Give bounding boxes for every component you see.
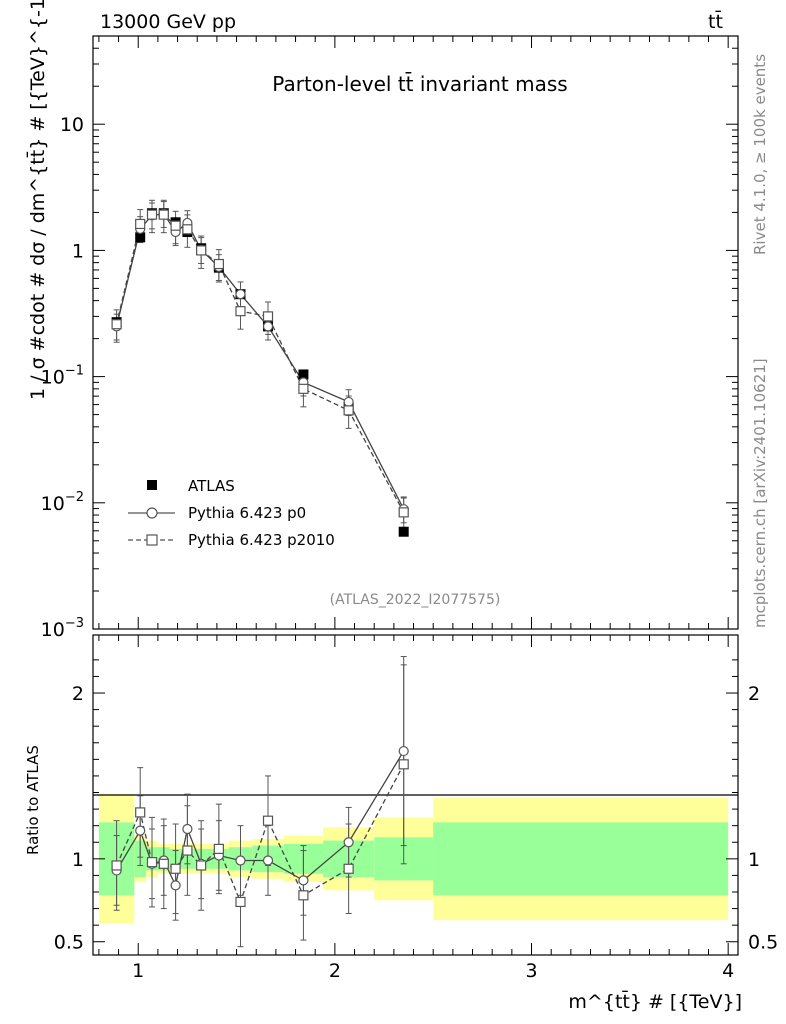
atlas-point	[398, 526, 409, 537]
p0-point	[235, 289, 246, 300]
ratio-tick-label-right: 0.5	[748, 932, 778, 954]
rivet-label: Rivet 4.1.0, ≥ 100k events	[751, 54, 769, 255]
legend-marker-p0	[146, 507, 158, 519]
x-axis-label: m^{tt̄} # [{TeV}]	[568, 989, 742, 1013]
p2010-point	[111, 319, 122, 330]
chart-title: Parton-level tt̄ invariant mass	[272, 71, 567, 96]
process-label: tt̄	[708, 9, 723, 33]
p2010-point	[235, 306, 246, 317]
legend-label-p0: Pythia 6.423 p0	[188, 504, 306, 522]
ratio-tick-label-right: 2	[748, 683, 760, 705]
x-tick-label: 3	[525, 960, 537, 982]
legend-label-atlas: ATLAS	[188, 477, 235, 495]
ratio-tick-label: 1	[72, 849, 84, 871]
y-axis-label: 1 / σ #cdot # dσ / dm^{tt̄} # [{TeV}^{-1…	[25, 0, 49, 400]
p2010-point	[213, 258, 224, 270]
ratio-p2010-point	[398, 759, 409, 770]
band-green	[433, 822, 729, 896]
ratio-p2010-point	[111, 860, 122, 871]
p2010-point	[262, 311, 274, 322]
ratio-p0-point	[298, 875, 309, 886]
p2010-point	[398, 507, 409, 518]
y-tick-label: 10	[60, 114, 84, 136]
main-series-layer	[111, 199, 409, 537]
main-panel-frame	[92, 35, 739, 630]
ratio-axis-ticks: 0.5 0.5 1 1 2 2	[54, 659, 778, 954]
main-axis-ticks: 10 1 10−1 10−2 10−3	[41, 35, 738, 641]
ratio-p0-point	[170, 880, 181, 891]
source-label: mcplots.cern.ch [arXiv:2401.10621]	[751, 358, 769, 628]
ratio-tick-label: 2	[72, 683, 84, 705]
legend-marker-atlas	[147, 480, 157, 490]
ratio-p0-point	[398, 745, 409, 757]
ratio-p2010-point	[298, 890, 309, 901]
atlas-point	[135, 232, 146, 243]
ratio-p2010-point	[146, 857, 158, 868]
p2010-point	[298, 383, 309, 394]
ratio-p0-point	[182, 823, 193, 835]
y-tick-label: 10−1	[41, 364, 84, 389]
x-axis-ticks: 1 2 3 4	[98, 36, 734, 982]
legend: ATLAS Pythia 6.423 p0 Pythia 6.423 p2010	[128, 477, 335, 549]
ratio-p2010-point	[182, 845, 193, 856]
x-tick-label: 4	[722, 960, 734, 982]
y-tick-label: 10−2	[41, 490, 84, 515]
ratio-p0-point	[343, 837, 354, 848]
ratio-p2010-point	[170, 863, 181, 874]
ratio-p2010-point	[196, 860, 207, 871]
y-tick-label: 1	[72, 240, 84, 262]
ratio-p0-point	[235, 855, 246, 866]
x-tick-label: 1	[132, 960, 144, 982]
p0-point	[262, 321, 274, 332]
energy-label: 13000 GeV pp	[100, 11, 236, 33]
ratio-p2010-point	[158, 858, 169, 869]
legend-label-p2010: Pythia 6.423 p2010	[188, 531, 335, 549]
p2010-point	[343, 405, 354, 416]
p2010-point	[135, 218, 146, 230]
p2010-point	[158, 209, 169, 220]
ratio-tick-label: 0.5	[54, 932, 84, 954]
analysis-label: (ATLAS_2022_I2077575)	[330, 592, 501, 608]
p2010-point	[182, 224, 193, 235]
p2010-point	[170, 220, 181, 231]
ratio-p2010-point	[262, 815, 274, 826]
x-tick-label: 2	[329, 960, 341, 982]
ratio-tick-label-right: 1	[748, 849, 760, 871]
p2010-point	[146, 209, 158, 220]
ratio-p0-point	[135, 825, 146, 836]
ratio-p0-point	[262, 855, 274, 866]
legend-marker-p2010	[146, 534, 158, 546]
ratio-p2010-point	[213, 843, 224, 854]
p0-point	[343, 396, 354, 408]
ratio-p2010-point	[343, 863, 354, 874]
ratio-p2010-point	[235, 896, 246, 908]
y-tick-label: 10−3	[41, 616, 84, 641]
ratio-p2010-point	[135, 807, 146, 818]
ratio-series-layer	[111, 656, 409, 948]
p2010-point	[196, 245, 207, 256]
atlas-point	[298, 369, 309, 380]
ratio-y-axis-label: Ratio to ATLAS	[24, 745, 42, 855]
